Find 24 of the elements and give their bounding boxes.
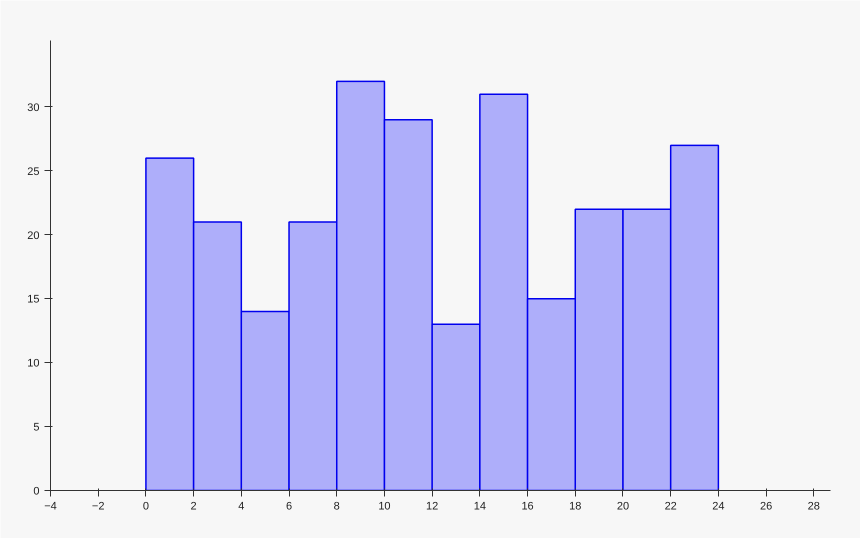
x-tick-label: 22 [664,500,677,512]
y-tick-label: 25 [27,166,40,178]
x-tick-label: 6 [286,500,292,512]
x-tick-label: −2 [92,500,104,512]
y-tick-label: 15 [27,294,40,306]
x-tick-label: 2 [190,500,197,512]
y-tick-label: 20 [27,230,40,242]
x-tick-label: 8 [334,500,340,512]
x-tick-label: 14 [474,500,486,512]
x-tick-label: 10 [378,500,391,512]
x-tick-label: 28 [808,500,820,512]
x-tick-label: 0 [142,500,149,512]
x-tick-label: 16 [521,500,534,512]
y-tick-label: 0 [33,486,40,498]
y-tick-label: 30 [27,102,40,114]
y-tick-label: 5 [33,422,40,434]
x-tick-label: 26 [760,500,772,512]
x-tick-label: −4 [44,500,57,512]
x-tick-label: 4 [238,500,244,512]
x-tick-label: 20 [616,500,630,512]
x-tick-label: 18 [569,500,582,512]
x-tick-label: 24 [712,500,725,512]
y-tick-label: 10 [27,358,40,370]
x-tick-label: 12 [426,500,438,512]
